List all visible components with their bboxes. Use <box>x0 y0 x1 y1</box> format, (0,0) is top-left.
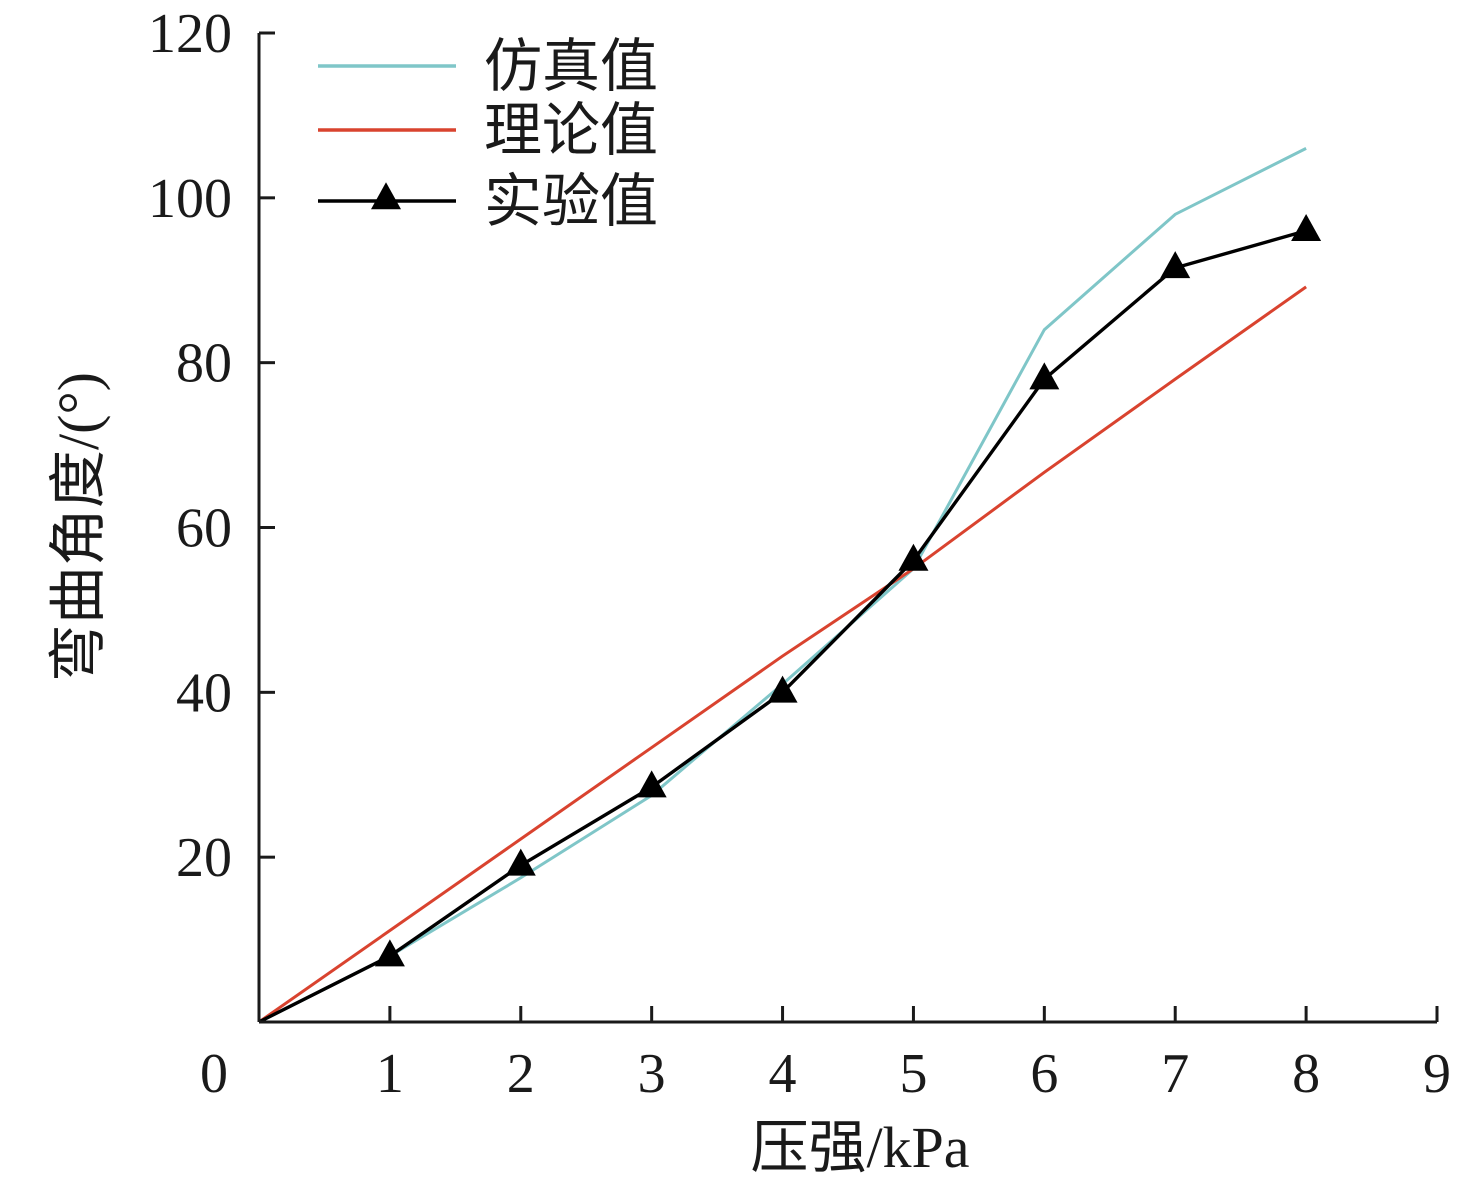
y-ticks: 20 40 60 80 100 120 <box>148 3 275 889</box>
x-ticks: 0 1 2 3 4 5 6 7 8 9 <box>200 1006 1451 1105</box>
x-tick-label: 8 <box>1292 1043 1320 1105</box>
x-tick-label: 6 <box>1030 1043 1058 1105</box>
series-1 <box>258 285 1307 1024</box>
legend-item: 仿真值 <box>318 34 658 99</box>
y-axis-title: 弯曲角度/(°) <box>46 372 111 682</box>
x-tick-label: 2 <box>507 1043 535 1105</box>
data-point-marker <box>898 543 929 571</box>
legend-item: 理论值 <box>318 98 658 163</box>
y-tick-label: 40 <box>176 662 232 724</box>
x-tick-label: 1 <box>376 1043 404 1105</box>
data-point-marker <box>636 770 667 798</box>
x-tick-label: 7 <box>1161 1043 1189 1105</box>
series-line <box>258 229 1307 1024</box>
legend-label: 理论值 <box>484 98 658 163</box>
x-tick-label: 3 <box>638 1043 666 1105</box>
series-line <box>258 147 1307 1024</box>
data-point-marker <box>1029 362 1060 390</box>
data-point-marker <box>767 675 798 703</box>
x-tick-label: 5 <box>899 1043 927 1105</box>
x-tick-label: 4 <box>769 1043 797 1105</box>
data-point-marker <box>505 848 536 876</box>
x-axis-title: 压强/kPa <box>750 1115 969 1180</box>
data-point-marker <box>1160 251 1191 279</box>
data-point-marker <box>1291 214 1322 242</box>
data-point-marker <box>374 939 405 967</box>
plot-area <box>258 147 1322 1024</box>
series-line <box>258 285 1307 1024</box>
y-tick-label: 20 <box>176 827 232 889</box>
x-tick-label: 9 <box>1423 1043 1451 1105</box>
x-tick-label: 0 <box>200 1043 228 1105</box>
legend-label: 实验值 <box>484 169 658 234</box>
series-2 <box>258 214 1322 1024</box>
y-tick-label: 100 <box>148 168 232 230</box>
y-tick-label: 120 <box>148 3 232 65</box>
legend-item: 实验值 <box>318 169 658 234</box>
legend-swatch-marker <box>371 182 401 210</box>
y-tick-label: 80 <box>176 333 232 395</box>
y-tick-label: 60 <box>176 498 232 560</box>
legend-label: 仿真值 <box>484 34 658 99</box>
axes <box>257 33 1437 1024</box>
series-0 <box>258 147 1307 1024</box>
